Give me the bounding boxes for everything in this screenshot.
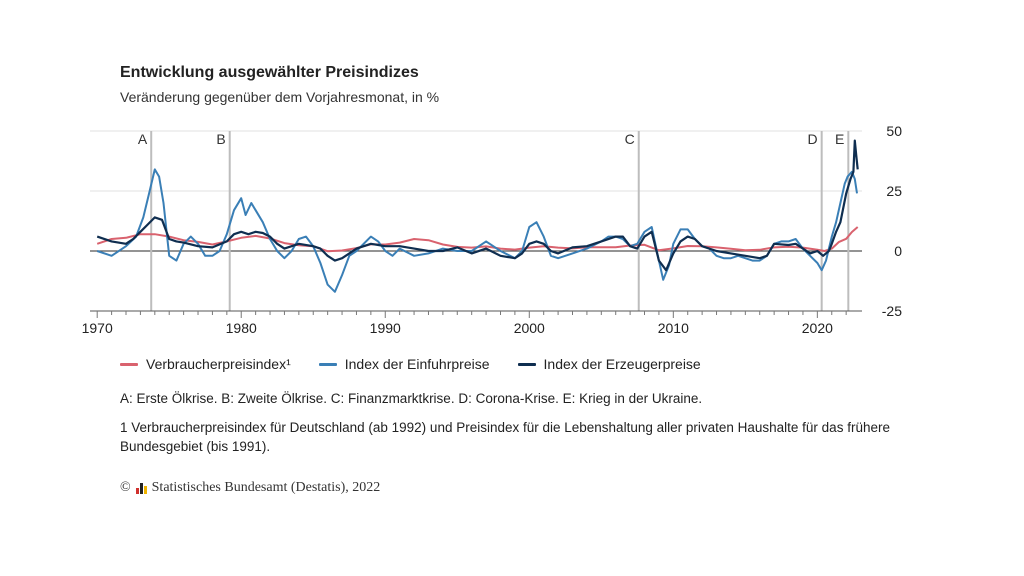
legend-item-cpi: Verbraucherpreisindex¹ xyxy=(120,356,291,372)
y-tick-label: 25 xyxy=(886,183,902,199)
legend-item-import-prices: Index der Einfuhrpreise xyxy=(318,356,490,372)
source-text: Statistisches Bundesamt (Destatis), 2022 xyxy=(151,480,381,495)
grid-lines xyxy=(90,130,862,312)
series-line-2 xyxy=(96,168,858,293)
y-axis: 50 25 0 -25 xyxy=(882,123,902,319)
legend-item-producer-prices: Index der Erzeugerpreise xyxy=(517,356,701,372)
chart-title: Entwicklung ausgewählter Preisindizes xyxy=(120,64,419,81)
data-series xyxy=(96,139,859,293)
x-tick-label: 2010 xyxy=(658,320,689,336)
series-line-3 xyxy=(96,139,859,272)
event-label-d: D xyxy=(808,131,818,147)
y-tick-label: 0 xyxy=(894,243,902,259)
copyright-symbol: © xyxy=(120,480,131,495)
series-line-1 xyxy=(96,226,859,253)
y-tick-label: 50 xyxy=(886,123,902,139)
legend-label-import-prices: Index der Einfuhrpreise xyxy=(344,356,490,372)
x-tick-label: 1980 xyxy=(226,320,257,336)
footnote: 1 Verbraucherpreisindex für Deutschland … xyxy=(120,420,890,454)
x-axis: 1970 1980 1990 2000 2010 2020 xyxy=(82,310,862,336)
legend-label-cpi: Verbraucherpreisindex¹ xyxy=(146,356,291,372)
x-tick-label: 2000 xyxy=(514,320,545,336)
x-tick-label: 1970 xyxy=(82,320,113,336)
event-markers: A B C D E xyxy=(138,131,850,311)
chart-subtitle: Veränderung gegenüber dem Vorjahresmonat… xyxy=(120,89,440,105)
legend-swatch-producer-prices xyxy=(517,362,536,366)
legend-label-producer-prices: Index der Erzeugerpreise xyxy=(543,356,701,372)
event-label-b: B xyxy=(216,131,225,147)
legend-swatch-import-prices xyxy=(318,362,337,366)
x-tick-label: 2020 xyxy=(802,320,833,336)
legend-swatch-cpi xyxy=(120,362,138,366)
destatis-logo-icon xyxy=(135,482,147,494)
events-note: A: Erste Ölkrise. B: Zweite Ölkrise. C: … xyxy=(120,391,703,406)
event-label-c: C xyxy=(625,131,635,147)
x-tick-label: 1990 xyxy=(370,320,401,336)
legend: Verbraucherpreisindex¹ Index der Einfuhr… xyxy=(120,356,701,372)
event-label-e: E xyxy=(835,131,844,147)
line-chart: A B C D E 1970 1980 1990 2000 2010 2020 50 25 0 -25 xyxy=(82,123,903,336)
event-label-a: A xyxy=(138,131,148,147)
y-tick-label: -25 xyxy=(882,303,902,319)
source-line: © Statistisches Bundesamt (Destatis), 20… xyxy=(120,480,380,496)
